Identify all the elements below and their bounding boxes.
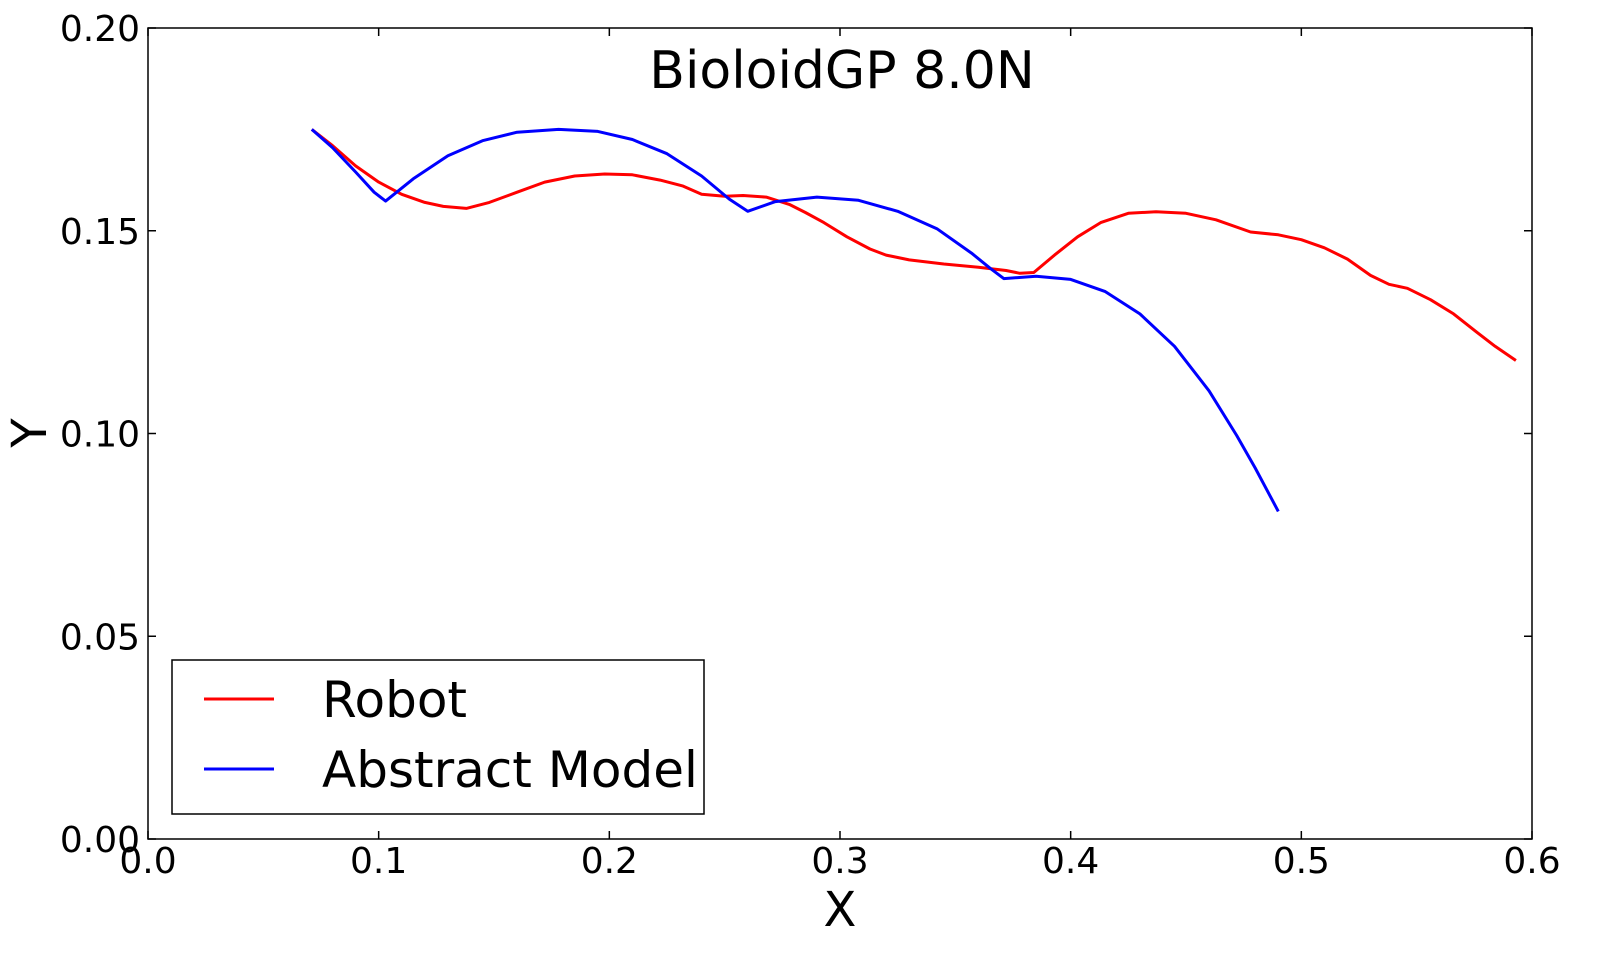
series-line-abstract-model [310, 127, 1280, 513]
x-tick-label: 0.2 [581, 841, 638, 882]
legend: Robot Abstract Model [171, 659, 705, 815]
x-tick-label: 0.5 [1273, 841, 1330, 882]
y-tick-label: 0.05 [60, 617, 140, 658]
x-tick-label: 0.6 [1503, 841, 1560, 882]
series-layer [310, 127, 1517, 513]
y-axis-label: Y [2, 418, 58, 449]
series-line-robot [310, 128, 1517, 362]
y-tick-label: 0.00 [60, 820, 140, 861]
x-tick-label: 0.1 [350, 841, 407, 882]
legend-label-robot: Robot [322, 671, 467, 729]
x-axis-ticks: 0.0 0.1 0.2 0.3 0.4 0.5 0.6 [119, 28, 1561, 882]
chart-title: BioloidGP 8.0N [649, 41, 1034, 101]
x-tick-label: 0.0 [119, 841, 176, 882]
y-axis-ticks: 0.00 0.05 0.10 0.15 0.20 [60, 9, 1532, 861]
x-axis-label: X [824, 882, 857, 938]
y-tick-label: 0.15 [60, 212, 140, 253]
y-tick-label: 0.10 [60, 415, 140, 456]
y-tick-label: 0.20 [60, 9, 140, 50]
legend-box [171, 659, 705, 815]
x-tick-label: 0.4 [1042, 841, 1099, 882]
x-tick-label: 0.3 [811, 841, 868, 882]
legend-label-abstract-model: Abstract Model [322, 741, 698, 799]
